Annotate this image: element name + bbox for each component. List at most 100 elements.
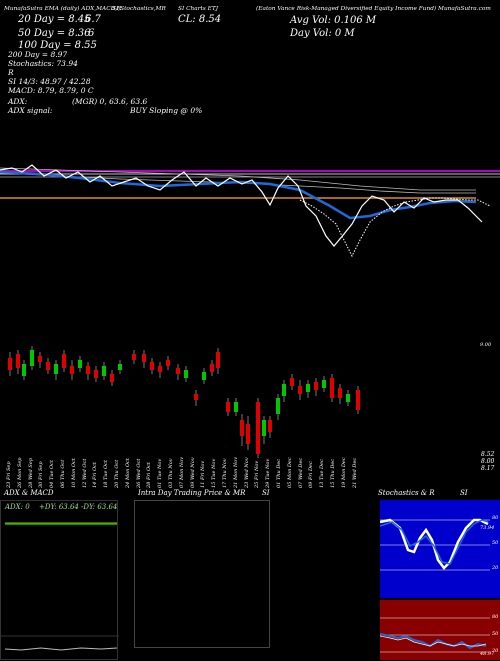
header-col4: (Eaton Vance Risk-Managed Diversified Eq… [256, 6, 491, 12]
candle-body [330, 378, 334, 398]
candle-body [110, 374, 114, 382]
date-label: 09 Wed Nov [189, 457, 196, 488]
candle-body [142, 354, 146, 362]
price-axis-low2: 8.00 [481, 458, 495, 465]
close-label: CL: 8.54 [178, 14, 222, 25]
macd-readout: MACD: 8.79, 8.79, 0 C [8, 86, 94, 95]
candle-body [306, 384, 310, 392]
stoch-tick-20: 20 [492, 565, 499, 571]
adx-values: (MGR) 0, 63.6, 63.6 [72, 97, 148, 106]
date-label: 11 Fri Nov [200, 460, 207, 488]
candle-body [22, 364, 26, 376]
candle-body [78, 360, 82, 368]
candle-body [38, 356, 42, 362]
adx-panel: ADX: 0 +DY: 63.64 -DY: 63.64 [0, 500, 119, 660]
date-label: 07 Mon Nov [178, 456, 185, 488]
intra-panel-si: SI [262, 489, 270, 497]
candle-body [54, 364, 58, 374]
price-line [0, 164, 483, 247]
date-label: 07 Wed Dec [297, 457, 304, 488]
date-label: 04 Tue Oct [49, 460, 56, 488]
stoch-tick-80: 80 [492, 515, 499, 521]
date-label: 28 Fri Oct [146, 462, 153, 488]
date-label: 21 Wed Dec [351, 457, 358, 488]
date-label: 01 Thu Dec [276, 458, 282, 488]
ema-50: 50 Day = 8.36 [18, 28, 91, 39]
rsi-panel: 80 50 20 48.97 [380, 600, 500, 660]
stoch-readout: Stochastics: 73.94 [8, 59, 78, 68]
date-label: 15 Tue Nov [211, 458, 218, 488]
date-label: 23 Wed Nov [243, 457, 250, 488]
adx-readout-a: ADX: 0 [5, 503, 30, 511]
date-label: 29 Tue Nov [265, 458, 272, 488]
date-label: 30 Fri Sep [38, 461, 45, 488]
candle-body [8, 358, 12, 370]
date-label: 23 Fri Sep [6, 461, 12, 488]
candle-body [62, 354, 66, 368]
stoch-tick-50: 50 [492, 540, 499, 546]
candle-body [226, 402, 230, 412]
ema-100: 100 Day = 8.55 [18, 40, 97, 51]
date-label: 20 Thu Oct [114, 459, 120, 488]
day-vol: Day Vol: 0 M [290, 28, 355, 39]
candle-body [132, 354, 136, 360]
candle-body [346, 394, 350, 402]
rsi-tick-80: 80 [492, 614, 499, 620]
date-label: 06 Thu Oct [60, 459, 66, 488]
candle-body [262, 420, 266, 436]
candle-body [184, 370, 188, 378]
price-axis-low3: 8.17 [481, 465, 495, 472]
date-label: 05 Mon Dec [286, 457, 293, 488]
date-label: 12 Wed Oct [81, 458, 88, 488]
stoch-lines [380, 518, 490, 571]
si-readout: SI 14/3: 48.97 / 42.28 [8, 77, 91, 86]
candle-body [210, 364, 214, 372]
candle-body [290, 378, 294, 386]
candle-body [118, 364, 122, 370]
ema-200: 200 Day = 8.97 [8, 50, 68, 59]
rsi-lines [380, 617, 490, 653]
candle-body [338, 388, 342, 398]
rsi-value: 48.97 [480, 651, 495, 657]
adx-panel-title: ADX & MACD [4, 489, 54, 497]
date-label: 09 Fri Dec [308, 461, 315, 488]
candle-body [356, 390, 360, 410]
candle-body [276, 398, 280, 414]
date-label: 21 Mon Nov [232, 456, 239, 488]
candle-body [150, 362, 154, 370]
stochastics-panel: 80 50 20 73.94 [380, 500, 500, 598]
stoch-value: 73.94 [480, 525, 495, 531]
candle-body [70, 366, 74, 374]
adx-label: ADX: [8, 97, 28, 106]
candle-body [16, 354, 20, 368]
candle-body [246, 424, 250, 444]
adx-readout-c: -DY: 63.64 [81, 503, 118, 511]
ema-50-val: 6 [88, 28, 95, 39]
candle-body [94, 370, 98, 378]
candle-body [158, 366, 162, 372]
date-label: 10 Mon Oct [70, 458, 77, 488]
candle-body [176, 368, 180, 374]
ema-20-val: 6.7 [85, 14, 101, 25]
candle-body [46, 362, 50, 370]
date-label: 28 Wed Sep [27, 457, 34, 488]
signal-line [299, 197, 491, 258]
avg-vol: Avg Vol: 0.106 M [290, 15, 377, 26]
date-label: 26 Mon Sep [16, 457, 23, 488]
candle-body [234, 402, 238, 412]
candlestick-chart [8, 346, 360, 458]
ema-20-line [0, 170, 477, 220]
candle-body [256, 402, 260, 454]
price-axis-low1: 8.52 [481, 451, 495, 458]
stoch-panel-title: Stochastics & R [378, 489, 435, 497]
adx-readout-b: +DY: 63.64 [39, 503, 79, 511]
ema-20: 20 Day = 8.45 [18, 14, 91, 25]
date-label: 14 Fri Oct [92, 462, 99, 488]
header-col3: SI Charts ETJ [178, 6, 219, 12]
date-label: 03 Thu Nov [168, 458, 174, 488]
candle-body [166, 360, 170, 366]
candle-body [314, 382, 318, 390]
candle-body [194, 394, 198, 400]
candle-body [102, 366, 106, 376]
adx-lines [1, 522, 119, 651]
